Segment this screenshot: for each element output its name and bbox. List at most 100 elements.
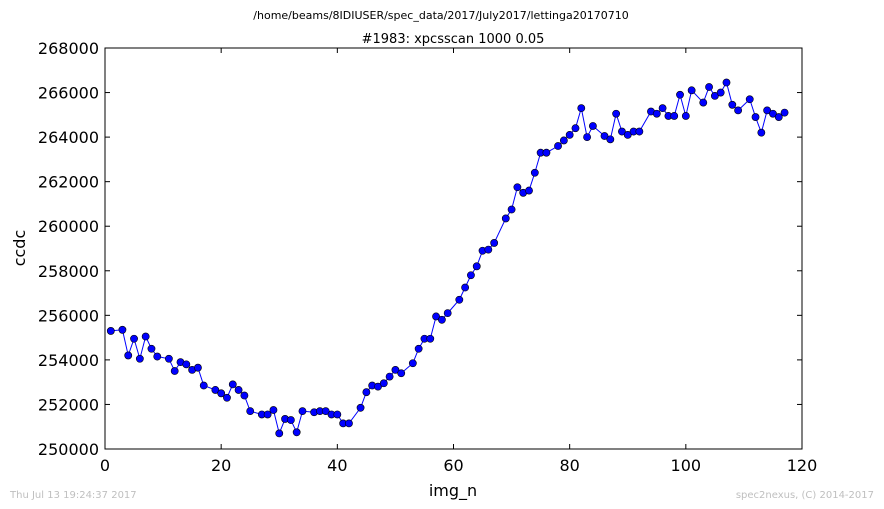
data-point bbox=[362, 388, 371, 397]
data-point bbox=[687, 86, 696, 95]
data-point bbox=[722, 78, 731, 87]
data-point bbox=[589, 122, 597, 130]
data-point bbox=[426, 334, 435, 343]
x-tick-label: 0 bbox=[100, 456, 110, 475]
data-point bbox=[292, 428, 301, 437]
x-axis-label: img_n bbox=[429, 481, 477, 501]
data-point bbox=[710, 92, 719, 100]
data-point bbox=[199, 381, 208, 390]
data-point bbox=[467, 271, 475, 280]
data-point bbox=[600, 132, 609, 140]
data-point bbox=[118, 325, 127, 334]
data-point bbox=[437, 315, 446, 324]
y-tick-label: 254000 bbox=[38, 351, 99, 370]
data-point bbox=[275, 429, 284, 438]
data-point bbox=[164, 354, 173, 363]
data-point bbox=[618, 127, 626, 136]
data-point bbox=[211, 386, 220, 394]
data-point bbox=[443, 309, 452, 318]
data-point bbox=[397, 369, 406, 378]
data-point bbox=[734, 106, 743, 115]
data-point bbox=[699, 98, 708, 107]
data-point bbox=[432, 312, 440, 321]
series-group bbox=[106, 78, 789, 438]
data-point bbox=[501, 214, 510, 223]
data-point bbox=[234, 386, 243, 394]
data-point bbox=[571, 124, 580, 133]
plot-area: 0 20 40 60 80 100 120 250000 252000 254000 256000… bbox=[38, 39, 817, 475]
data-point bbox=[658, 104, 667, 113]
data-point bbox=[577, 104, 586, 113]
x-tick-label: 60 bbox=[443, 456, 463, 475]
data-point bbox=[246, 407, 255, 416]
data-point bbox=[542, 148, 551, 157]
data-point bbox=[263, 410, 272, 419]
data-point bbox=[124, 351, 133, 360]
data-point bbox=[780, 108, 789, 117]
x-tick-label: 80 bbox=[559, 456, 579, 475]
y-tick-label: 252000 bbox=[38, 395, 99, 414]
data-point bbox=[681, 112, 690, 120]
y-axis-label: ccdc bbox=[10, 230, 29, 267]
y-tick-label: 264000 bbox=[38, 128, 99, 147]
data-point bbox=[333, 410, 342, 419]
data-point bbox=[670, 112, 679, 120]
data-point bbox=[705, 83, 713, 91]
chart-suptitle: /home/beams/8IDIUSER/spec_data/2017/July… bbox=[253, 9, 628, 22]
data-point bbox=[414, 344, 423, 353]
data-point bbox=[147, 344, 156, 353]
y-tick-label: 250000 bbox=[38, 440, 99, 459]
data-point bbox=[130, 334, 138, 343]
data-point bbox=[559, 136, 568, 145]
data-point bbox=[774, 113, 783, 121]
data-point bbox=[769, 109, 777, 118]
data-point bbox=[345, 419, 353, 428]
data-point bbox=[623, 130, 632, 139]
data-point bbox=[182, 360, 191, 369]
data-point bbox=[635, 127, 644, 136]
data-point bbox=[530, 168, 539, 177]
data-point bbox=[385, 372, 394, 381]
data-point bbox=[240, 391, 249, 400]
data-point bbox=[321, 407, 330, 416]
y-tick-label: 260000 bbox=[38, 217, 99, 236]
data-point bbox=[170, 367, 179, 375]
data-point bbox=[356, 403, 365, 412]
x-axis: 0 20 40 60 80 100 120 bbox=[100, 48, 817, 475]
data-point bbox=[298, 407, 307, 416]
chart-title: #1983: xpcsscan 1000 0.05 bbox=[362, 32, 545, 47]
data-point bbox=[106, 327, 115, 335]
data-point bbox=[763, 106, 772, 115]
y-tick-label: 266000 bbox=[38, 84, 99, 103]
data-point bbox=[728, 100, 737, 109]
data-point bbox=[745, 95, 754, 104]
data-point bbox=[751, 113, 760, 121]
data-point bbox=[461, 283, 470, 292]
series-line bbox=[110, 81, 785, 436]
data-point bbox=[554, 142, 562, 150]
y-tick-label: 258000 bbox=[38, 262, 99, 281]
footer-timestamp: Thu Jul 13 19:24:37 2017 bbox=[9, 490, 137, 501]
data-point bbox=[606, 135, 615, 144]
data-point bbox=[525, 186, 533, 195]
plot-frame bbox=[104, 47, 803, 450]
data-point bbox=[141, 332, 150, 341]
data-point bbox=[472, 262, 481, 271]
data-point bbox=[676, 90, 684, 99]
data-point bbox=[153, 352, 162, 361]
x-tick-label: 20 bbox=[211, 456, 231, 475]
data-point bbox=[507, 205, 516, 214]
y-axis: 250000 252000 254000 256000 258000 260000 2620… bbox=[38, 39, 802, 459]
data-point bbox=[194, 363, 202, 372]
data-point bbox=[374, 382, 382, 391]
data-point bbox=[513, 183, 522, 192]
x-tick-label: 100 bbox=[671, 456, 702, 475]
data-point bbox=[228, 380, 237, 389]
data-point bbox=[379, 379, 388, 388]
data-point bbox=[391, 366, 400, 374]
data-point bbox=[135, 354, 144, 363]
y-tick-label: 262000 bbox=[38, 173, 99, 192]
data-point bbox=[286, 416, 295, 424]
x-tick-label: 120 bbox=[787, 456, 818, 475]
